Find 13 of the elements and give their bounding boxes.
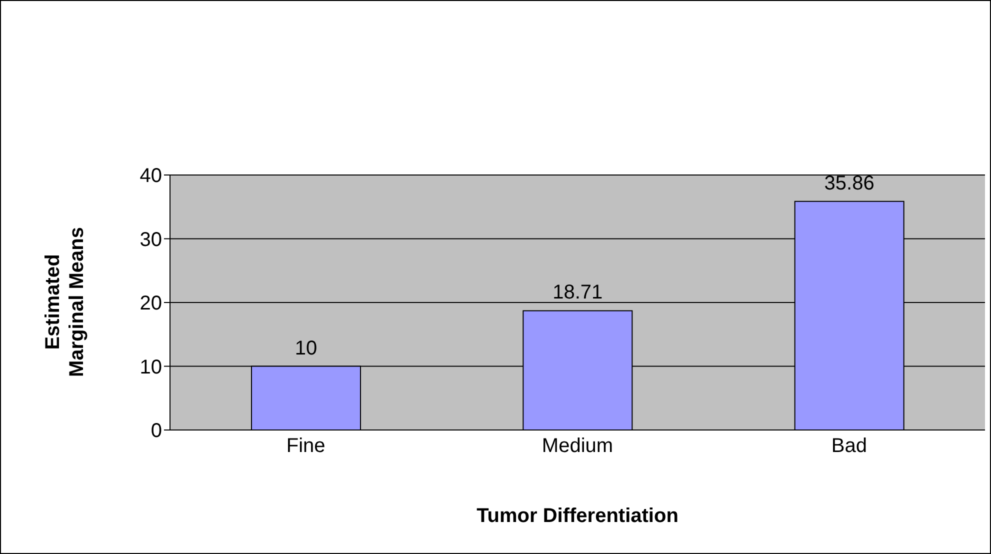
y-tick-label: 0 (150, 420, 162, 442)
y-tick-label: 10 (140, 356, 162, 378)
y-tick-label: 40 (140, 165, 162, 188)
y-tick-label: 20 (140, 292, 162, 315)
data-label: 18.71 (552, 282, 603, 304)
x-tick-label: Medium (542, 435, 614, 458)
x-tick-label: Bad (831, 435, 867, 458)
x-tick-label: Fine (286, 435, 326, 458)
y-tick-label: 30 (140, 228, 162, 251)
data-label: 10 (294, 337, 318, 360)
y-axis-title: Estimated Marginal Means (41, 226, 89, 380)
data-label: 35.86 (824, 172, 874, 194)
x-axis-title: Tumor Differentiation (476, 505, 680, 528)
